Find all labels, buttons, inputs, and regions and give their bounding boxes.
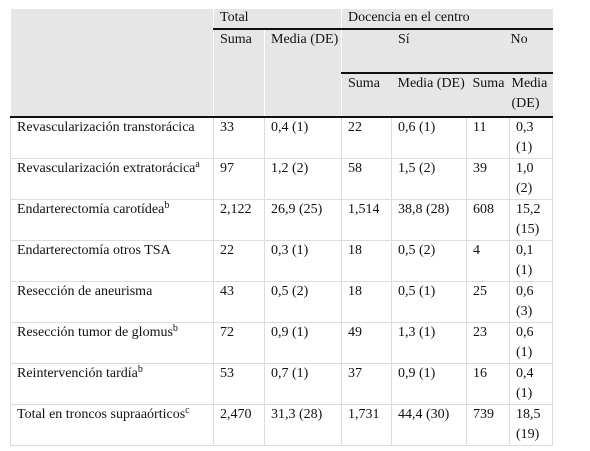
total-suma-cell: 97 bbox=[213, 158, 265, 200]
footnote-marker: a bbox=[195, 159, 200, 170]
table-row: Endarterectomía carotídeab 2,122 26,9 (25)… bbox=[10, 199, 554, 241]
no-suma-cell: 608 bbox=[466, 199, 511, 241]
header-no: No bbox=[466, 29, 553, 74]
total-media-cell: 31,3 (28) bbox=[264, 404, 343, 446]
header-si-media: Media (DE) bbox=[391, 73, 467, 118]
row-label: Total en troncos supraaórticosc bbox=[10, 404, 214, 446]
si-media-cell: 0,9 (1) bbox=[391, 363, 468, 405]
table-row: Endarterectomía otros TSA 22 0,3 (1) 18 0,5 … bbox=[10, 240, 554, 282]
no-suma-cell: 16 bbox=[466, 363, 511, 405]
total-media-cell: 1,2 (2) bbox=[264, 158, 343, 200]
si-media-cell: 0,5 (2) bbox=[391, 240, 468, 282]
no-suma-cell: 23 bbox=[466, 322, 511, 364]
table-body: Revascularización transtorácica 33 0,4 (1)… bbox=[10, 117, 554, 446]
header-si: Sí bbox=[341, 29, 467, 74]
header-total-suma: Suma bbox=[213, 29, 265, 118]
row-label: Endarterectomía otros TSA bbox=[10, 240, 214, 282]
table-row: Revascularización transtorácica 33 0,4 (1)… bbox=[10, 117, 554, 159]
total-media-cell: 0,9 (1) bbox=[264, 322, 343, 364]
row-label-text: Reintervención tardía bbox=[17, 366, 138, 381]
no-media-cell: 15,2 (15) bbox=[509, 199, 554, 241]
footnote-marker: b bbox=[172, 323, 178, 334]
table-header: Total Docencia en el centro Suma Media (… bbox=[10, 9, 553, 118]
footnote-marker: b bbox=[137, 364, 143, 375]
row-label-text: Resección de aneurisma bbox=[17, 284, 153, 299]
si-suma-cell: 1,731 bbox=[341, 404, 393, 446]
footnote-marker: c bbox=[185, 405, 190, 416]
no-suma-cell: 11 bbox=[466, 117, 511, 159]
total-suma-cell: 22 bbox=[213, 240, 265, 282]
header-total: Total bbox=[213, 9, 343, 30]
total-suma-cell: 2,122 bbox=[213, 199, 265, 241]
si-media-cell: 1,5 (2) bbox=[391, 158, 468, 200]
header-no-suma: Suma bbox=[466, 73, 510, 118]
total-suma-cell: 43 bbox=[213, 281, 265, 323]
total-media-cell: 0,5 (2) bbox=[264, 281, 343, 323]
table-row: Reintervención tardíab 53 0,7 (1) 37 0,9 (1)… bbox=[10, 363, 554, 405]
total-suma-cell: 2,470 bbox=[213, 404, 265, 446]
row-label-text: Revascularización transtorácica bbox=[17, 120, 195, 135]
si-media-cell: 1,3 (1) bbox=[391, 322, 468, 364]
footnote-marker: b bbox=[164, 200, 170, 211]
no-media-cell: 0,6 (3) bbox=[509, 281, 554, 323]
row-label: Resección tumor de glomusb bbox=[10, 322, 214, 364]
total-media-cell: 0,7 (1) bbox=[264, 363, 343, 405]
si-suma-cell: 1,514 bbox=[341, 199, 393, 241]
no-media-cell: 0,6 (1) bbox=[509, 322, 554, 364]
no-media-cell: 0,4 (1) bbox=[509, 363, 554, 405]
total-media-cell: 26,9 (25) bbox=[264, 199, 343, 241]
si-media-cell: 38,8 (28) bbox=[391, 199, 468, 241]
row-label: Revascularización extratorácicaa bbox=[10, 158, 214, 200]
row-label-text: Endarterectomía carotídea bbox=[17, 202, 165, 217]
total-suma-cell: 53 bbox=[213, 363, 265, 405]
no-suma-cell: 39 bbox=[466, 158, 511, 200]
si-media-cell: 0,5 (1) bbox=[391, 281, 468, 323]
row-label: Revascularización transtorácica bbox=[10, 117, 214, 159]
data-table: Total Docencia en el centro Suma Media (… bbox=[10, 9, 554, 446]
si-media-cell: 0,6 (1) bbox=[391, 117, 468, 159]
table-row: Total en troncos supraaórticosc 2,470 31,3… bbox=[10, 404, 554, 446]
si-media-cell: 44,4 (30) bbox=[391, 404, 468, 446]
row-label-text: Resección tumor de glomus bbox=[17, 325, 173, 340]
header-total-media: Media (DE) bbox=[264, 29, 343, 118]
si-suma-cell: 18 bbox=[341, 240, 393, 282]
no-suma-cell: 25 bbox=[466, 281, 511, 323]
si-suma-cell: 18 bbox=[341, 281, 393, 323]
row-label-text: Total en troncos supraaórticos bbox=[17, 407, 186, 422]
total-media-cell: 0,4 (1) bbox=[264, 117, 343, 159]
no-suma-cell: 4 bbox=[466, 240, 511, 282]
no-suma-cell: 739 bbox=[466, 404, 511, 446]
no-media-cell: 18,5 (19) bbox=[509, 404, 554, 446]
table-row: Revascularización extratorácicaa 97 1,2 (2… bbox=[10, 158, 554, 200]
si-suma-cell: 22 bbox=[341, 117, 393, 159]
header-corner bbox=[10, 9, 214, 118]
si-suma-cell: 58 bbox=[341, 158, 393, 200]
row-label: Resección de aneurisma bbox=[10, 281, 214, 323]
row-label-text: Endarterectomía otros TSA bbox=[17, 243, 171, 258]
no-media-cell: 0,1 (1) bbox=[509, 240, 554, 282]
si-suma-cell: 49 bbox=[341, 322, 393, 364]
total-suma-cell: 72 bbox=[213, 322, 265, 364]
header-docencia: Docencia en el centro bbox=[341, 9, 553, 30]
table-row: Resección tumor de glomusb 72 0,9 (1) 49 1,3… bbox=[10, 322, 554, 364]
header-no-media: Media (DE) bbox=[509, 73, 553, 118]
header-si-suma: Suma bbox=[341, 73, 392, 118]
total-suma-cell: 33 bbox=[213, 117, 265, 159]
table-row: Resección de aneurisma 43 0,5 (2) 18 0,5 (1)… bbox=[10, 281, 554, 323]
row-label: Endarterectomía carotídeab bbox=[10, 199, 214, 241]
no-media-cell: 0,3 (1) bbox=[509, 117, 554, 159]
row-label-text: Revascularización extratorácica bbox=[17, 161, 196, 176]
no-media-cell: 1,0 (2) bbox=[509, 158, 554, 200]
row-label: Reintervención tardíab bbox=[10, 363, 214, 405]
total-media-cell: 0,3 (1) bbox=[264, 240, 343, 282]
si-suma-cell: 37 bbox=[341, 363, 393, 405]
